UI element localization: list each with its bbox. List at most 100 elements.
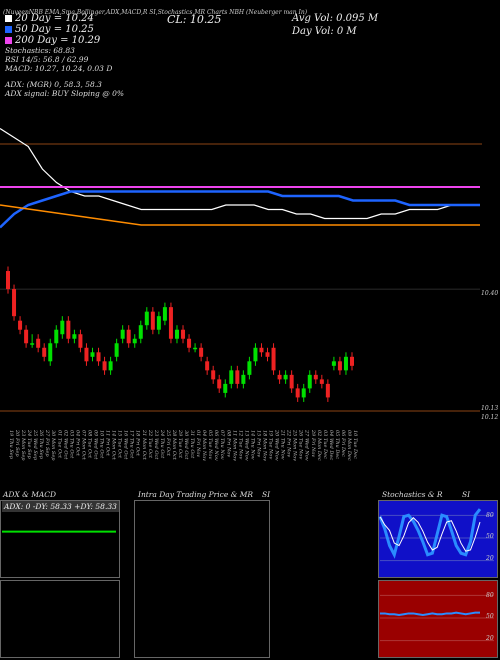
ma200-legend: 200 Day = 10.29 bbox=[5, 35, 100, 46]
candle-body bbox=[253, 347, 258, 362]
adx-panel bbox=[0, 500, 120, 578]
avg-volume: Avg Vol: 0.095 M bbox=[292, 13, 379, 24]
price-label-top: 10.40 bbox=[481, 290, 499, 297]
intra-panel-si: SI bbox=[262, 490, 271, 499]
ma20-swatch bbox=[5, 15, 12, 22]
candle-body bbox=[289, 374, 294, 389]
date-tick-label: 04 Fri Oct bbox=[74, 430, 80, 457]
date-tick-label: 22 Tue Oct bbox=[147, 429, 153, 459]
stoch-value: Stochastics: 68.83 bbox=[5, 46, 75, 55]
candle-body bbox=[313, 374, 318, 380]
candle-body bbox=[78, 334, 83, 348]
date-tick-label: 21 Mon Oct bbox=[141, 429, 147, 461]
stoch-panel-si: SI bbox=[462, 490, 471, 499]
candle-body bbox=[54, 329, 59, 344]
candle-body bbox=[241, 374, 246, 384]
candle-body bbox=[174, 329, 179, 339]
candle-body bbox=[48, 343, 53, 362]
date-tick-label: 11 Mon Nov bbox=[231, 430, 237, 461]
candle-body bbox=[247, 361, 252, 375]
candle-body bbox=[96, 352, 101, 362]
rsi-tick-50: 50 bbox=[486, 613, 494, 620]
candle-body bbox=[271, 347, 276, 371]
date-tick-label: 27 Fri Sep bbox=[44, 429, 50, 457]
rsi-panel bbox=[378, 580, 498, 658]
stoch-tick-20: 20 bbox=[486, 555, 494, 562]
date-tick-label: 20 Fri Sep bbox=[14, 429, 20, 457]
candle-body bbox=[319, 379, 324, 384]
candle-body bbox=[72, 334, 77, 339]
moving-average-layer bbox=[0, 127, 482, 229]
date-tick-label: 10 Tue Dec bbox=[352, 430, 358, 459]
ma50-legend: 50 Day = 10.25 bbox=[5, 24, 94, 35]
date-axis-layer: 19 Thu Sep 20 Fri Sep 23 Mon Sep 24 Tue Sep… bbox=[8, 429, 358, 461]
candle-body bbox=[120, 329, 125, 339]
date-tick-label: 12 Tue Nov bbox=[237, 430, 243, 459]
date-tick-label: 10 Thu Oct bbox=[99, 430, 105, 459]
date-tick-label: 25 Fri Oct bbox=[165, 429, 171, 457]
candle-body bbox=[199, 347, 204, 357]
candle-body bbox=[156, 316, 161, 330]
date-tick-label: 04 Mon Nov bbox=[201, 430, 207, 461]
macd-value: MACD: 10.27, 10.24, 0.03 D bbox=[5, 64, 113, 73]
candle-body bbox=[325, 383, 330, 398]
candle-body bbox=[331, 361, 336, 366]
rsi-tick-20: 20 bbox=[486, 635, 494, 642]
date-tick-label: 27 Wed Nov bbox=[304, 429, 310, 461]
date-tick-label: 01 Tue Oct bbox=[56, 430, 62, 459]
stoch-tick-80: 80 bbox=[486, 512, 494, 519]
intra-day-panel bbox=[134, 500, 270, 658]
ma-line-20-day bbox=[0, 127, 480, 220]
candle-body bbox=[162, 307, 167, 321]
candle-body bbox=[259, 347, 264, 353]
candle-body bbox=[150, 311, 155, 330]
candle-body bbox=[18, 320, 23, 330]
price-label-low2: 10.12 bbox=[481, 414, 499, 421]
stoch-tick-50: 50 bbox=[486, 533, 494, 540]
candle-body bbox=[307, 374, 312, 389]
candle-body bbox=[283, 374, 288, 380]
date-tick-label: 19 Tue Nov bbox=[268, 430, 274, 459]
adx-panel-title: ADX & MACD bbox=[3, 490, 57, 499]
date-tick-label: 28 Mon Oct bbox=[171, 429, 177, 461]
date-tick-label: 14 Mon Oct bbox=[111, 430, 117, 461]
date-tick-label: 26 Tue Nov bbox=[298, 429, 304, 459]
date-tick-label: 14 Thu Nov bbox=[249, 430, 255, 460]
date-tick-label: 13 Wed Nov bbox=[243, 430, 249, 461]
candle-body bbox=[84, 347, 89, 362]
candle-body bbox=[30, 343, 35, 345]
date-tick-label: 08 Fri Nov bbox=[225, 430, 231, 457]
date-tick-label: 01 Fri Nov bbox=[195, 430, 201, 457]
header-line: (NuveenNBB EMA,Sma,Bollinger,ADX,MACD,R … bbox=[3, 9, 308, 16]
rsi-line bbox=[380, 611, 480, 616]
day-volume: Day Vol: 0 M bbox=[292, 26, 357, 37]
candle-body bbox=[114, 343, 119, 357]
candle-body bbox=[126, 329, 131, 344]
candle-body bbox=[265, 352, 270, 357]
candle-body bbox=[193, 347, 198, 350]
date-tick-label: 05 Thu Dec bbox=[334, 430, 340, 459]
date-tick-label: 08 Tue Oct bbox=[86, 430, 92, 459]
candle-body bbox=[301, 388, 306, 398]
candle-body bbox=[144, 311, 149, 326]
date-tick-label: 15 Fri Nov bbox=[255, 430, 261, 457]
candle-body bbox=[6, 271, 10, 290]
date-tick-label: 20 Wed Nov bbox=[274, 429, 280, 461]
date-tick-label: 02 Wed Oct bbox=[62, 430, 68, 460]
candle-body bbox=[102, 361, 107, 371]
date-tick-label: 17 Thu Oct bbox=[129, 430, 135, 459]
date-tick-label: 29 Tue Oct bbox=[177, 429, 183, 459]
candle-body bbox=[90, 352, 95, 357]
date-tick-label: 29 Fri Nov bbox=[310, 429, 316, 457]
date-tick-label: 03 Tue Dec bbox=[322, 430, 328, 459]
candle-body bbox=[205, 361, 210, 371]
ma-line-50-day bbox=[0, 190, 480, 229]
date-tick-label: 06 Fri Dec bbox=[340, 430, 346, 457]
date-tick-label: 24 Thu Oct bbox=[159, 429, 165, 459]
price-label-low1: 10.13 bbox=[481, 405, 499, 412]
candle-body bbox=[350, 356, 354, 366]
candle-body bbox=[60, 320, 65, 335]
support-line bbox=[0, 204, 480, 226]
date-tick-label: 22 Fri Nov bbox=[286, 429, 292, 457]
candle-body bbox=[295, 388, 300, 398]
